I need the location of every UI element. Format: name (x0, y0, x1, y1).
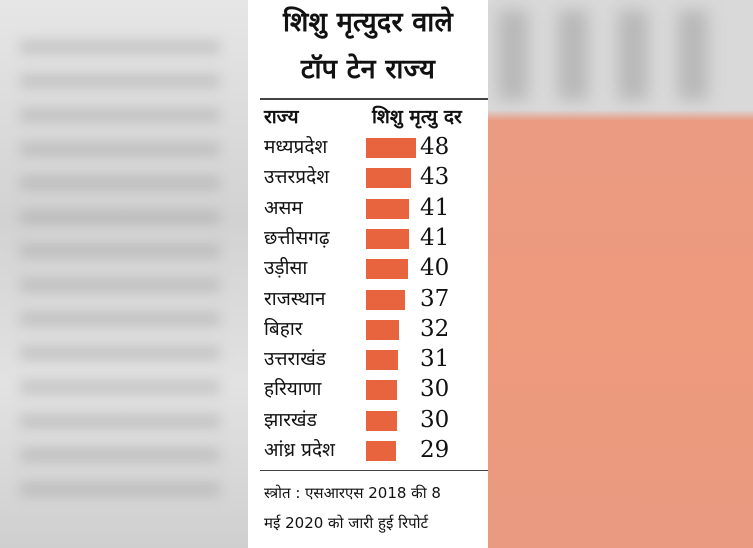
bar (366, 410, 397, 431)
state-label: आंध्र प्रदेश (264, 439, 335, 461)
bar (366, 168, 411, 189)
blurred-background-right (488, 0, 753, 548)
infographic-card: शिशु मृत्युदर वाले टॉप टेन राज्य राज्य श… (248, 0, 488, 548)
bar (366, 228, 409, 249)
chart-title-line-2: टॉप टेन राज्य (300, 54, 436, 85)
state-label: उत्तराखंड (264, 348, 326, 371)
value-label: 30 (420, 406, 450, 433)
value-label: 32 (420, 315, 450, 342)
top-divider (260, 98, 488, 100)
column-header-rate: शिशु मृत्यु दर (372, 106, 462, 128)
blurred-background-left (0, 0, 248, 548)
value-label: 37 (420, 285, 450, 312)
value-label: 41 (420, 194, 450, 221)
bar (366, 289, 405, 310)
value-label: 41 (420, 224, 450, 251)
state-label: हरियाणा (264, 378, 322, 401)
state-label: उड़ीसा (264, 257, 308, 280)
value-label: 31 (420, 346, 450, 373)
bar (366, 380, 397, 401)
bar (366, 138, 416, 158)
state-label: उत्तरप्रदेश (264, 166, 330, 189)
state-label: बिहार (264, 317, 303, 340)
state-label: मध्यप्रदेश (264, 136, 328, 158)
bar (366, 319, 399, 340)
bar (366, 259, 408, 280)
column-header-state: राज्य (264, 106, 299, 128)
bar (366, 350, 398, 371)
source-note-line-2: मई 2020 को जारी हुई रिपोर्ट (264, 514, 429, 532)
state-label: छत्तीसगढ़ (264, 226, 330, 249)
value-label: 30 (420, 376, 450, 403)
state-label: झारखंड (264, 408, 317, 431)
state-label: राजस्थान (264, 287, 326, 310)
state-label: असम (264, 196, 303, 219)
bottom-divider (260, 470, 488, 471)
value-label: 40 (420, 255, 450, 282)
bar (366, 198, 409, 219)
chart-title-line-1: शिशु मृत्युदर वाले (282, 7, 454, 38)
bar (366, 441, 396, 461)
value-label: 29 (420, 437, 450, 463)
source-note-line-1: स्त्रोत : एसआरएस 2018 की 8 (264, 484, 441, 502)
value-label: 48 (420, 134, 450, 160)
value-label: 43 (420, 164, 450, 191)
